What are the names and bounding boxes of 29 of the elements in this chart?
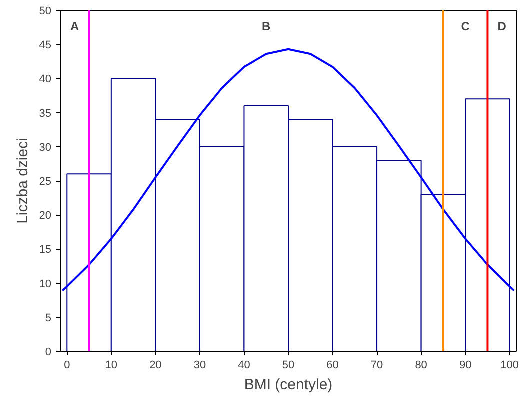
y-tick-label: 25	[39, 176, 52, 188]
y-tick-label: 15	[39, 244, 52, 256]
x-tick-label: 20	[150, 360, 162, 372]
x-tick-label: 80	[415, 360, 428, 372]
x-tick-label: 30	[194, 360, 206, 372]
x-tick-label: 100	[500, 360, 520, 372]
x-tick-label: 10	[105, 360, 118, 372]
annotation: D	[498, 20, 507, 34]
x-tick-label: 40	[238, 360, 250, 372]
x-tick-label: 50	[282, 360, 295, 372]
x-tick-label: 90	[459, 360, 472, 372]
y-tick-label: 10	[39, 278, 52, 290]
y-tick-label: 50	[39, 6, 52, 18]
annotation: A	[70, 20, 80, 34]
y-tick-label: 30	[39, 142, 52, 154]
x-tick-label: 70	[370, 360, 384, 372]
x-tick-label: 60	[326, 360, 339, 372]
y-tick-label: 35	[39, 108, 52, 120]
y-tick-label: 5	[45, 312, 52, 324]
y-tick-label: 40	[39, 74, 52, 86]
x-axis-title: BMI (centyle)	[244, 376, 333, 394]
y-tick-label: 20	[39, 210, 52, 222]
annotation: C	[461, 20, 470, 34]
line-series	[62, 48, 516, 292]
y-axis-title: Liczba dzieci	[14, 138, 32, 224]
y-tick-label: 45	[39, 40, 52, 52]
y-tick-label: 0	[45, 346, 52, 358]
annotation: B	[262, 20, 272, 34]
x-tick-label: 0	[64, 360, 70, 372]
